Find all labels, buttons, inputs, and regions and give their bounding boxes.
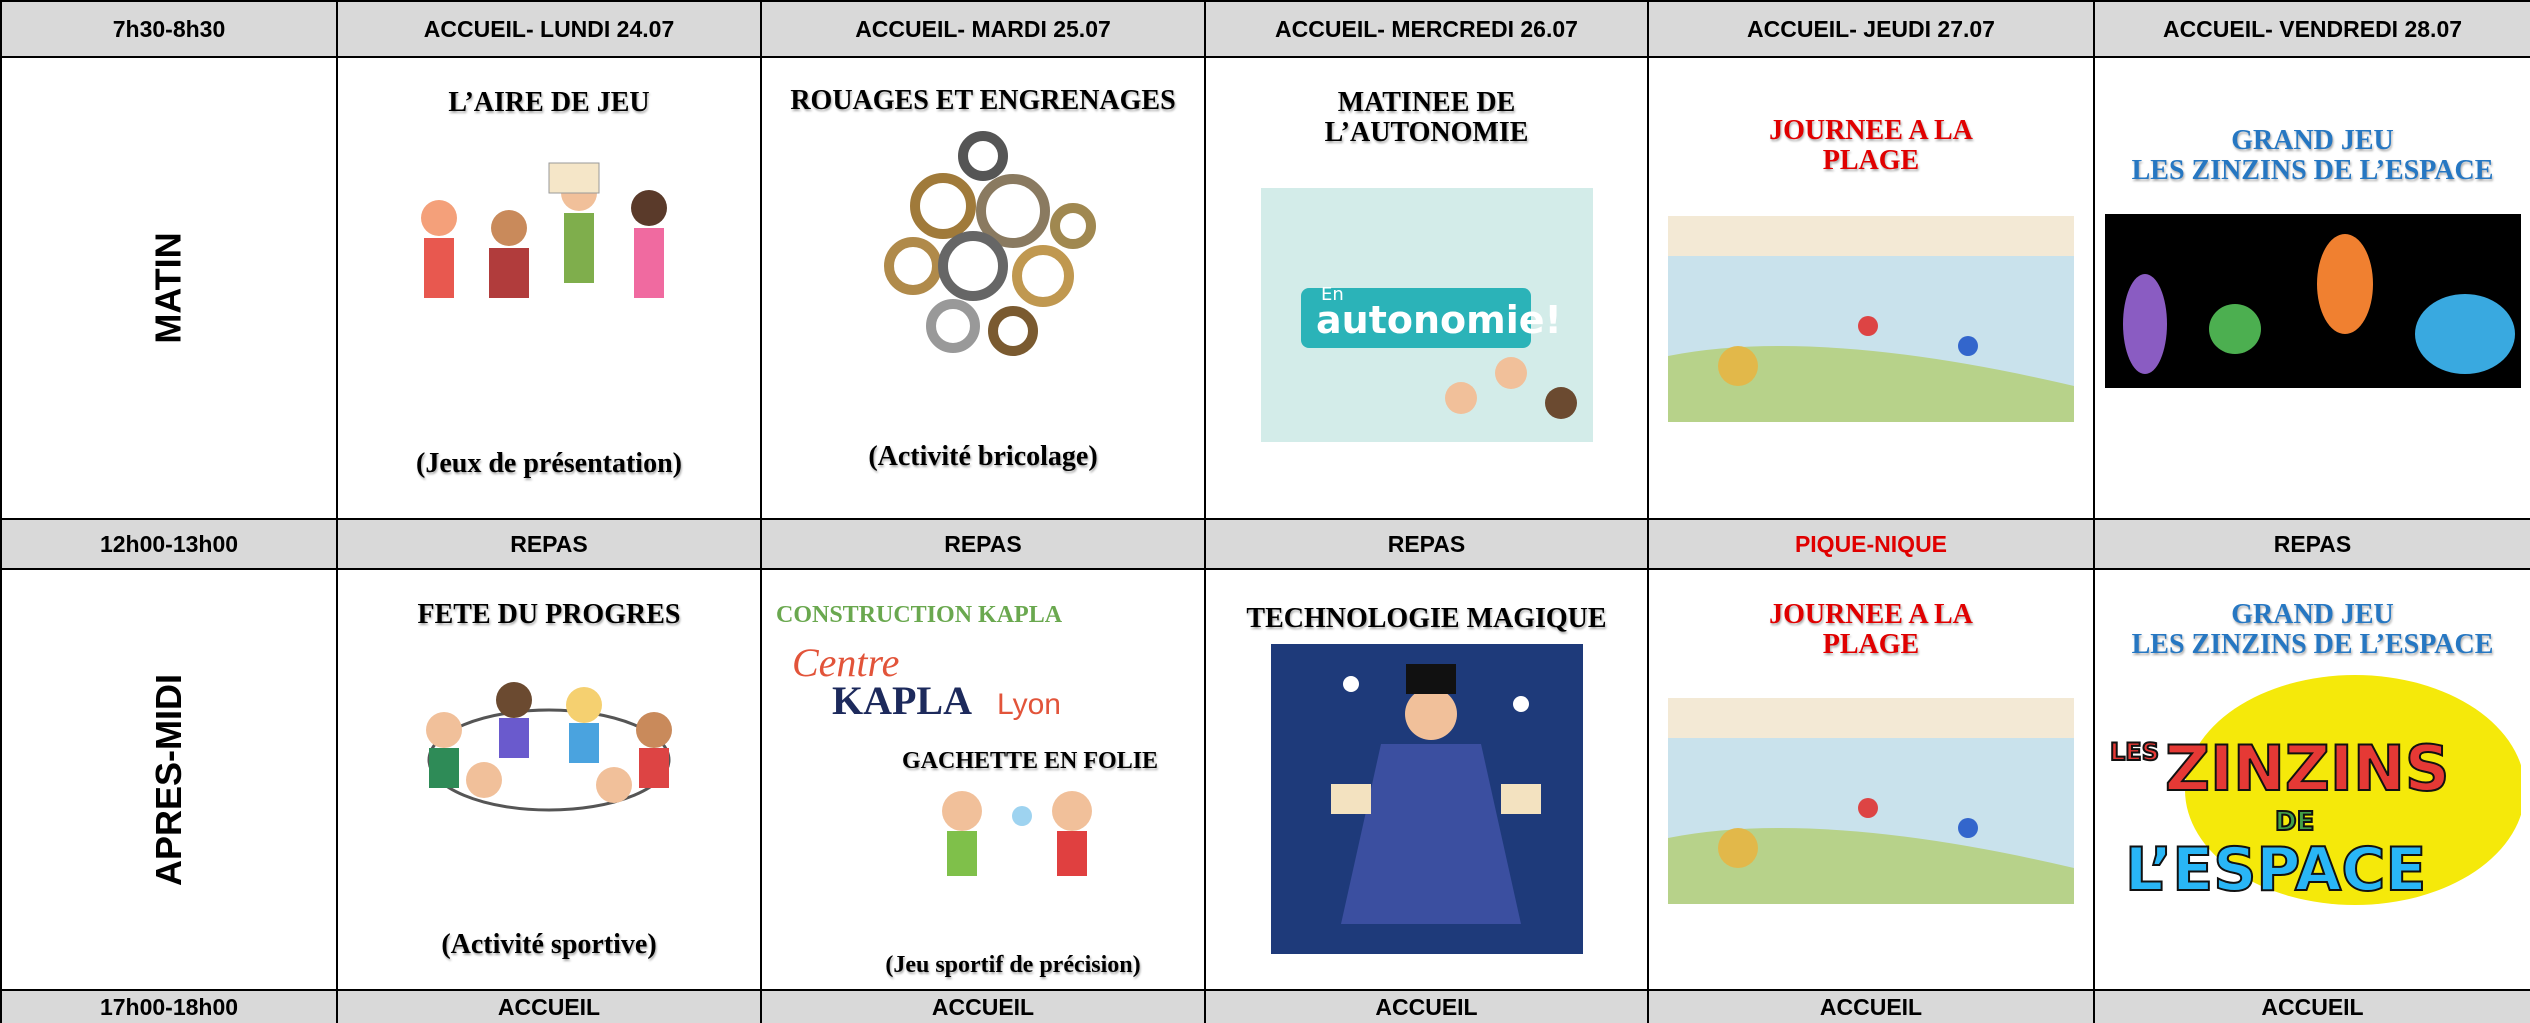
activity-title: GRAND JEU LES ZINZINS DE L’ESPACE <box>2132 126 2494 186</box>
row-label: APRES-MIDI <box>2 570 338 991</box>
meal-cell: REPAS <box>1206 520 1649 570</box>
logo-text: Lyon <box>997 688 1061 721</box>
row-label-text: APRES-MIDI <box>147 673 189 886</box>
time-cell: 12h00-13h00 <box>2 520 338 570</box>
row-label-text: MATIN <box>148 232 189 344</box>
title-line: GRAND JEU <box>2231 125 2394 156</box>
illustration: En autonomie! <box>1260 188 1593 442</box>
illustration <box>1668 698 2074 904</box>
header-cell: ACCUEIL- VENDREDI 28.07 <box>2095 2 2530 58</box>
activity-title: MATINEE DE L’AUTONOMIE <box>1324 87 1529 148</box>
activity-title: CONSTRUCTION KAPLA <box>776 602 1063 628</box>
evening-cell: ACCUEIL <box>1206 991 1649 1023</box>
evening-cell: ACCUEIL <box>1649 991 2095 1023</box>
evening-cell: ACCUEIL <box>2095 991 2530 1023</box>
activity-cell: GRAND JEU LES ZINZINS DE L’ESPACE LES ZI… <box>2095 570 2530 991</box>
activity-cell: L’AIRE DE JEU (Jeux de présentation) <box>338 58 762 520</box>
image-text: ZINZINS <box>2165 732 2449 805</box>
header-cell: ACCUEIL- LUNDI 24.07 <box>338 2 762 58</box>
logo-text: Centre <box>792 640 899 685</box>
activity-title: JOURNEE A LA PLAGE <box>1769 599 1973 660</box>
activity-caption: (Activité bricolage) <box>868 441 1098 472</box>
illustration <box>1270 644 1583 954</box>
title-line: LES ZINZINS DE L’ESPACE <box>2131 629 2494 660</box>
activity-caption: (Jeux de présentation) <box>416 448 682 479</box>
activity-cell: ROUAGES ET ENGRENAGES (Activité bricolag… <box>762 58 1206 520</box>
image-text: En <box>1321 284 1344 305</box>
logo-text: KAPLA <box>832 678 972 723</box>
activity-title: FETE DU PROGRES <box>417 599 681 630</box>
activity-cell: MATINEE DE L’AUTONOMIE En autonomie! <box>1206 58 1649 520</box>
illustration <box>942 791 1092 876</box>
illustration <box>1668 216 2074 422</box>
meal-cell: PIQUE-NIQUE <box>1649 520 2095 570</box>
activity-cell: JOURNEE A LA PLAGE <box>1649 58 2095 520</box>
illustration <box>2104 214 2521 388</box>
illustration <box>884 131 1096 356</box>
image-text: DE <box>2275 807 2314 837</box>
logo: Centre KAPLA Lyon <box>792 640 1061 723</box>
illustration: LES ZINZINS DE L’ESPACE <box>2109 675 2521 906</box>
activity-cell: FETE DU PROGRES (Activité sportive) <box>338 570 762 991</box>
meal-cell: REPAS <box>338 520 762 570</box>
illustration <box>421 162 667 298</box>
activity-title: TECHNOLOGIE MAGIQUE <box>1246 603 1607 634</box>
evening-cell: ACCUEIL <box>338 991 762 1023</box>
meal-cell: REPAS <box>2095 520 2530 570</box>
activity-subtitle: GACHETTE EN FOLIE <box>902 748 1159 774</box>
row-label: MATIN <box>2 58 338 520</box>
header-cell: ACCUEIL- MARDI 25.07 <box>762 2 1206 58</box>
image-text: autonomie! <box>1316 298 1562 342</box>
activity-cell: JOURNEE A LA PLAGE <box>1649 570 2095 991</box>
time-cell: 17h00-18h00 <box>2 991 338 1023</box>
image-text: LES <box>2110 738 2159 766</box>
meal-cell: REPAS <box>762 520 1206 570</box>
title-line: LES ZINZINS DE L’ESPACE <box>2131 155 2494 186</box>
header-cell: ACCUEIL- MERCREDI 26.07 <box>1206 2 1649 58</box>
illustration <box>426 682 672 812</box>
activity-cell: GRAND JEU LES ZINZINS DE L’ESPACE <box>2095 58 2530 520</box>
activity-title: ROUAGES ET ENGRENAGES <box>790 85 1176 116</box>
activity-title: GRAND JEU LES ZINZINS DE L’ESPACE <box>2132 600 2494 660</box>
activity-caption: (Jeu sportif de précision) <box>885 952 1141 978</box>
activity-title: L’AIRE DE JEU <box>448 87 650 118</box>
activity-cell: CONSTRUCTION KAPLA Centre KAPLA Lyon GAC… <box>762 570 1206 991</box>
evening-cell: ACCUEIL <box>762 991 1206 1023</box>
image-text: L’ESPACE <box>2125 835 2426 905</box>
activity-caption: (Activité sportive) <box>441 929 657 960</box>
header-cell: ACCUEIL- JEUDI 27.07 <box>1649 2 2095 58</box>
header-cell: 7h30-8h30 <box>2 2 338 58</box>
activity-cell: TECHNOLOGIE MAGIQUE <box>1206 570 1649 991</box>
title-line: GRAND JEU <box>2231 599 2394 630</box>
activity-title: JOURNEE A LA PLAGE <box>1769 115 1973 176</box>
